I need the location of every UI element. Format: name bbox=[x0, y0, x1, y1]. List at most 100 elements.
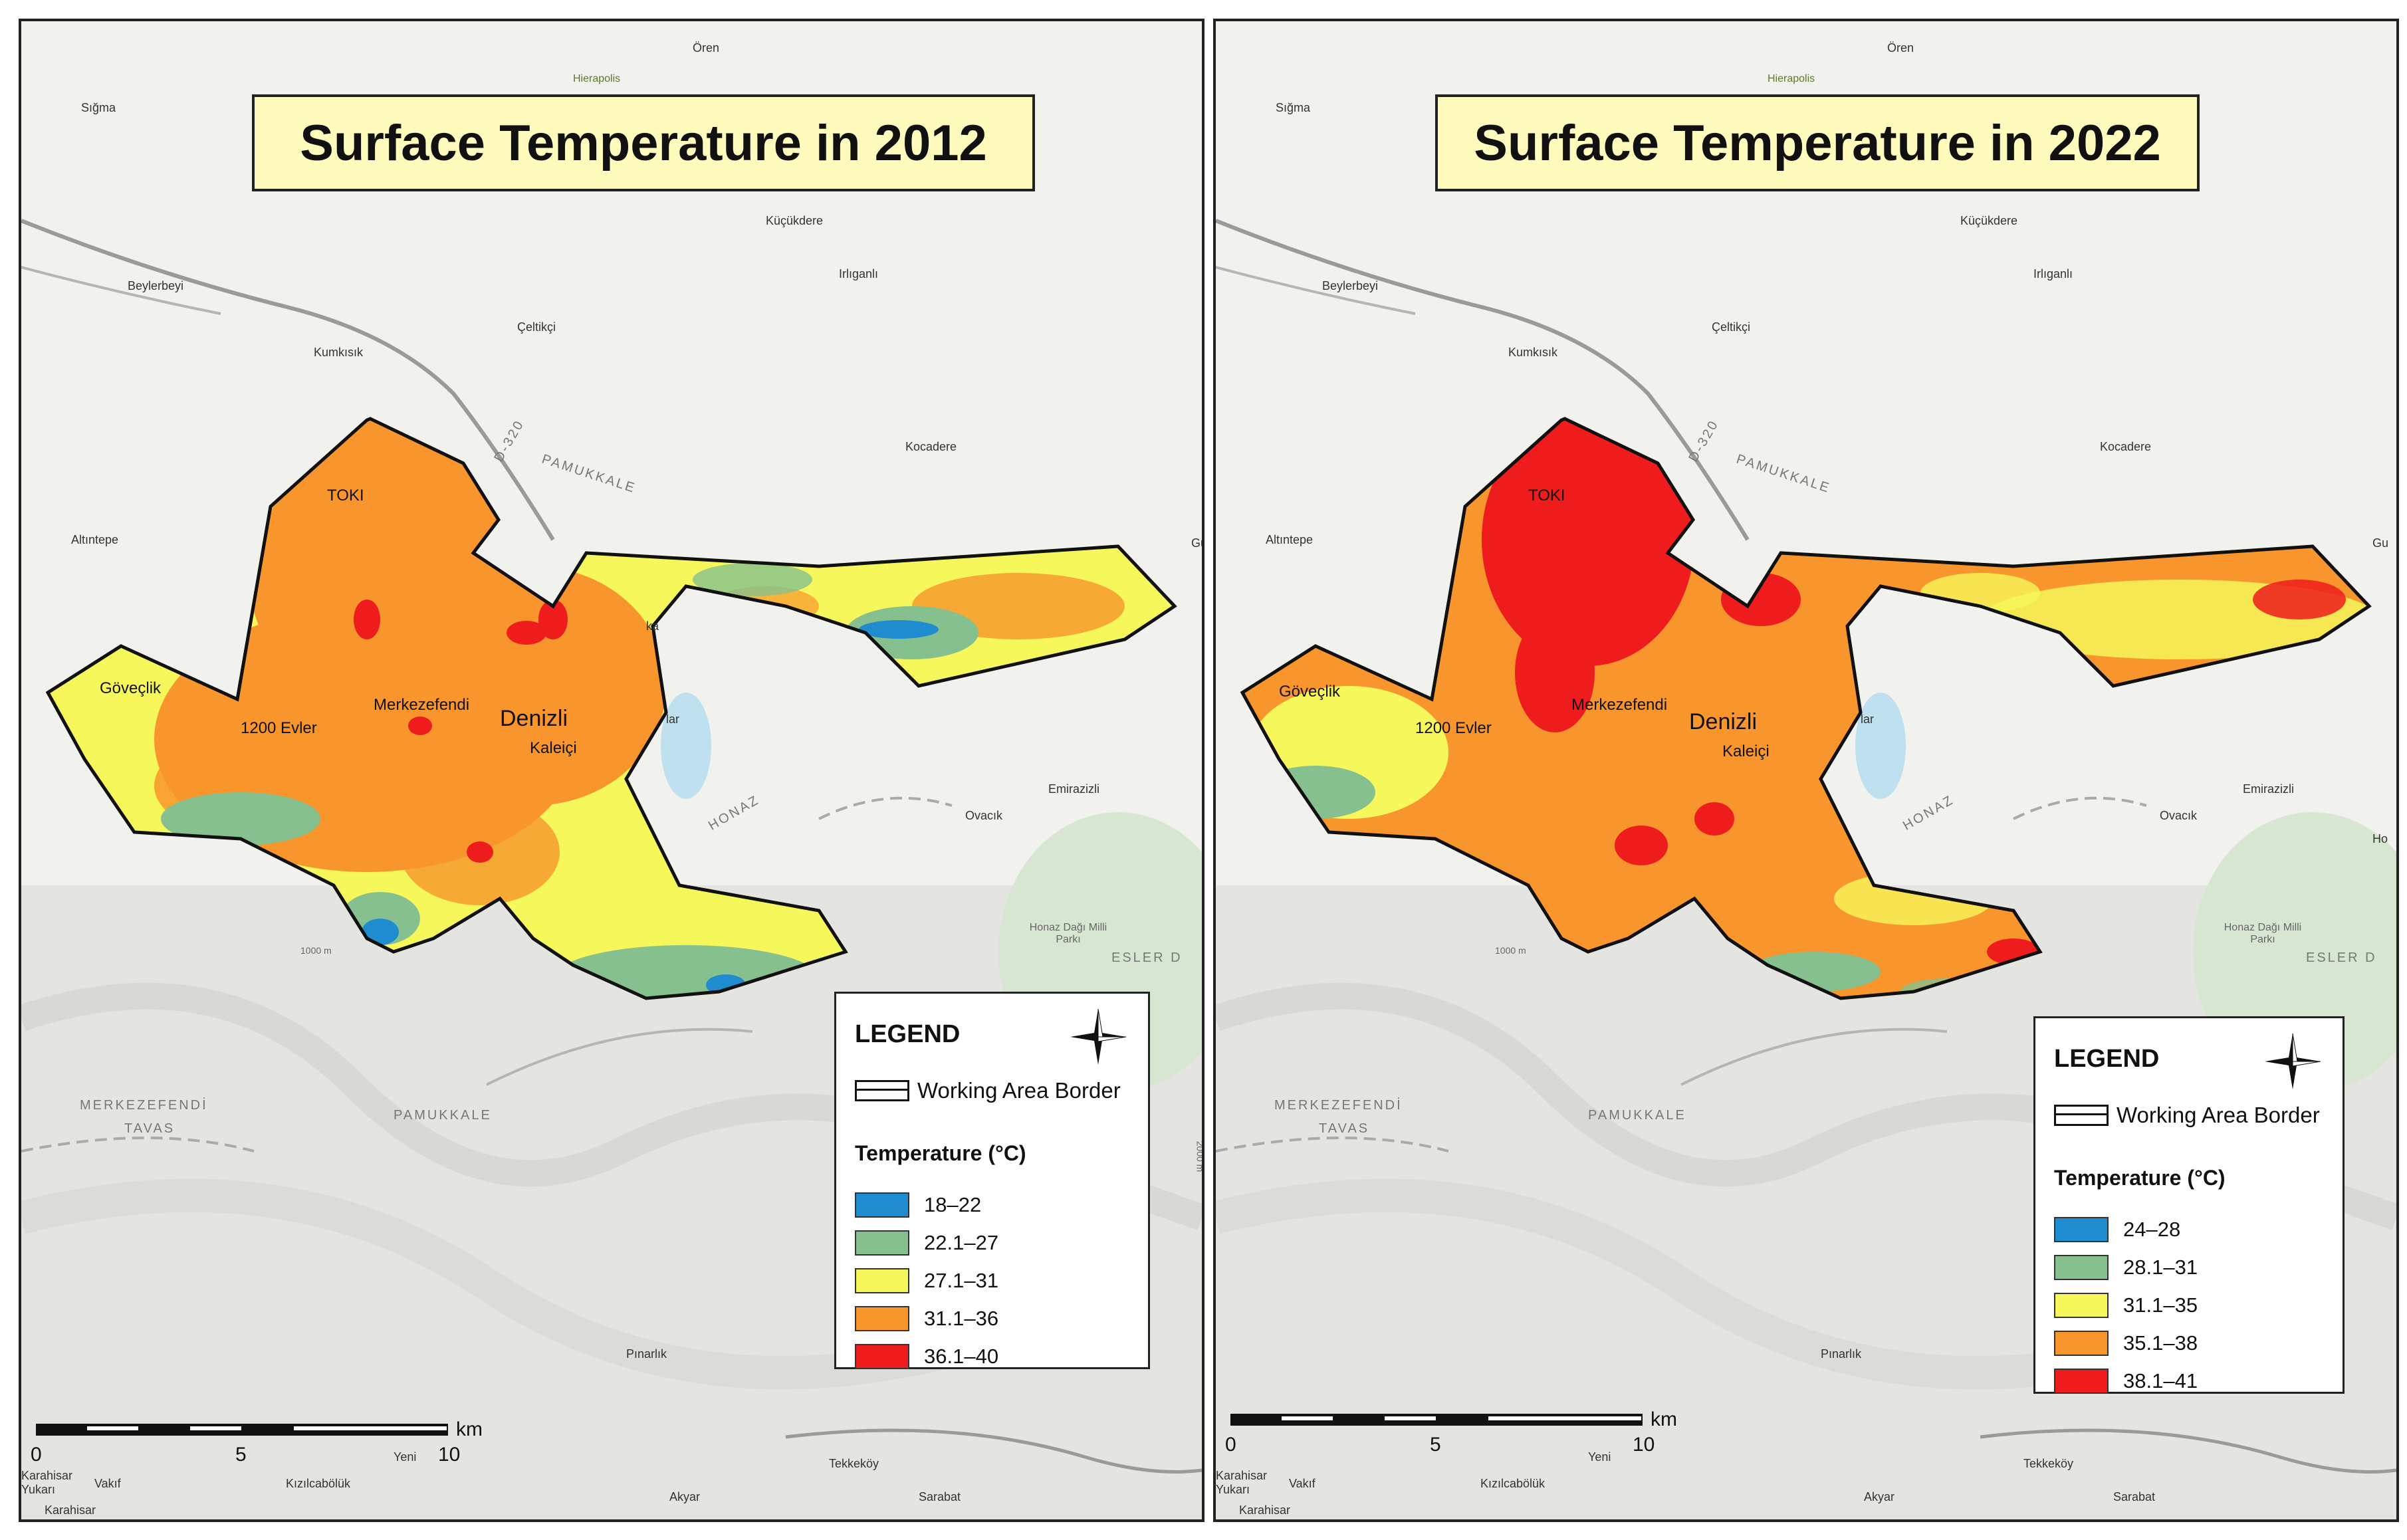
label-govecik: Göveçlik bbox=[100, 679, 162, 697]
place-kumkisik: Kumkısık bbox=[1508, 346, 1558, 359]
place-karahisar-yukari: Karahisar Yukarı bbox=[1216, 1469, 1268, 1496]
legend-swatch bbox=[855, 1306, 909, 1331]
legend-swatch bbox=[2054, 1331, 2109, 1356]
main-road bbox=[21, 219, 555, 541]
place-sigma: Sığma bbox=[81, 101, 116, 114]
place-kucukdere: Küçükdere bbox=[1960, 214, 2018, 227]
legend-swatch bbox=[855, 1344, 909, 1369]
place-sarabat: Sarabat bbox=[2113, 1490, 2156, 1503]
lake bbox=[1855, 693, 1906, 799]
legend-class-label: 31.1–35 bbox=[2123, 1293, 2198, 1317]
scale-unit: km bbox=[1651, 1408, 1677, 1430]
legend-class-row: 31.1–36 bbox=[855, 1305, 998, 1332]
label-1200-evler: 1200 Evler bbox=[1415, 719, 1492, 737]
legend-class-row: 36.1–40 bbox=[855, 1343, 998, 1370]
place-ho: Ho bbox=[2372, 832, 2388, 845]
place-pinarlik: Pınarlık bbox=[1821, 1347, 1862, 1361]
place-akyar: Akyar bbox=[1864, 1490, 1895, 1503]
place-hierapolis: Hierapolis bbox=[1768, 73, 1815, 84]
elevation-2000: 2000 m bbox=[1195, 1141, 1204, 1172]
place-celtikci: Çeltikçi bbox=[1712, 320, 1751, 334]
legend-class-row: 27.1–31 bbox=[855, 1267, 998, 1294]
legend-class-row: 18–22 bbox=[855, 1192, 981, 1218]
legend-border-label: Working Area Border bbox=[917, 1078, 1121, 1103]
place-vakif: Vakıf bbox=[1289, 1477, 1316, 1490]
legend-temperature-title: Temperature (°C) bbox=[2054, 1166, 2226, 1190]
label-kaleici: Kaleiçi bbox=[1722, 742, 1770, 760]
place-karahisar: Karahisar bbox=[1239, 1503, 1291, 1517]
label-lar: lar bbox=[666, 713, 680, 726]
map-canvas bbox=[21, 219, 1202, 1519]
place-altintepe: Altıntepe bbox=[71, 533, 119, 546]
place-celtikci: Çeltikçi bbox=[517, 320, 556, 334]
legend-swatch bbox=[855, 1268, 909, 1293]
label-ka: ka bbox=[646, 619, 659, 633]
place-hierapolis: Hierapolis bbox=[573, 73, 621, 84]
label-1200-evler: 1200 Evler bbox=[241, 719, 317, 737]
map-title: Surface Temperature in 2022 bbox=[1435, 94, 2200, 191]
legend-title: LEGEND bbox=[855, 1020, 961, 1048]
legend-swatch bbox=[855, 1230, 909, 1256]
legend-class-row: 22.1–27 bbox=[855, 1230, 998, 1256]
place-kizilcaboluk: Kızılcabölük bbox=[286, 1477, 351, 1490]
place-oren: Ören bbox=[693, 41, 720, 55]
place-honaz-park: Honaz Dağı Milli Parkı bbox=[1029, 922, 1107, 945]
place-beylerbeyi: Beylerbeyi bbox=[128, 279, 184, 292]
map-panel-2012: Surface Temperature in 2012 Ören Hierapo… bbox=[19, 19, 1204, 1522]
map-legend: LEGEND Working Area Border Temperature (… bbox=[834, 992, 1150, 1369]
legend-swatch bbox=[2054, 1293, 2109, 1318]
map-panel-2022: Surface Temperature in 2022 Ören Hierapo… bbox=[1213, 19, 2399, 1522]
north-arrow-icon bbox=[2265, 1033, 2321, 1089]
scale-tick-10: 10 bbox=[1633, 1434, 1655, 1456]
district-esler: ESLER D bbox=[1111, 950, 1183, 965]
map-canvas bbox=[1216, 219, 2396, 1519]
place-oren: Ören bbox=[1887, 41, 1914, 55]
place-vakif: Vakıf bbox=[94, 1477, 121, 1490]
place-sigma: Sığma bbox=[1276, 101, 1311, 114]
place-irliganli: Irlıganlı bbox=[839, 267, 879, 280]
label-lar: lar bbox=[1861, 713, 1875, 726]
legend-class-row: 24–28 bbox=[2054, 1216, 2180, 1243]
legend-swatch bbox=[2054, 1217, 2109, 1242]
scale-tick-0: 0 bbox=[1225, 1434, 1236, 1456]
place-kocadere: Kocadere bbox=[2100, 440, 2152, 453]
border-symbol bbox=[2054, 1105, 2109, 1126]
legend-class-row: 31.1–35 bbox=[2054, 1292, 2198, 1319]
map-legend: LEGEND Working Area Border Temperature (… bbox=[2033, 1016, 2345, 1394]
district-pamukkale-south: PAMUKKALE bbox=[1588, 1108, 1686, 1123]
legend-swatch bbox=[2054, 1255, 2109, 1280]
place-tekkekoy: Tekkeköy bbox=[2023, 1457, 2074, 1470]
label-toki: TOKI bbox=[1528, 487, 1565, 504]
place-karahisar: Karahisar bbox=[45, 1503, 96, 1517]
place-yeni: Yeni bbox=[1588, 1450, 1611, 1464]
place-pinarlik: Pınarlık bbox=[626, 1347, 667, 1361]
district-pamukkale-south: PAMUKKALE bbox=[394, 1108, 492, 1123]
place-emirazizli: Emirazizli bbox=[2243, 782, 2295, 796]
legend-class-label: 27.1–31 bbox=[924, 1269, 999, 1292]
scale-tick-5: 5 bbox=[1430, 1434, 1441, 1456]
label-denizli: Denizli bbox=[1689, 709, 1758, 734]
main-road bbox=[1216, 219, 1750, 541]
lake bbox=[661, 693, 711, 799]
place-gu: Gu bbox=[2372, 536, 2389, 550]
legend-temperature-title: Temperature (°C) bbox=[855, 1141, 1026, 1165]
place-sarabat: Sarabat bbox=[919, 1490, 961, 1503]
scale-tick-10: 10 bbox=[438, 1444, 461, 1466]
legend-class-row: 35.1–38 bbox=[2054, 1330, 2198, 1357]
legend-class-label: 22.1–27 bbox=[924, 1231, 999, 1254]
label-toki: TOKI bbox=[327, 487, 364, 504]
label-merkezefendi: Merkezefendi bbox=[374, 696, 470, 714]
place-tekkekoy: Tekkeköy bbox=[829, 1457, 879, 1470]
label-govecik: Göveçlik bbox=[1279, 683, 1341, 701]
place-kizilcaboluk: Kızılcabölük bbox=[1480, 1477, 1546, 1490]
district-merkezefendi: MERKEZEFENDİ bbox=[1274, 1098, 1403, 1113]
scale-tick-5: 5 bbox=[235, 1444, 247, 1466]
legend-class-label: 18–22 bbox=[924, 1193, 982, 1216]
legend-class-label: 38.1–41 bbox=[2123, 1369, 2198, 1392]
scale-unit: km bbox=[456, 1418, 483, 1440]
label-kaleici: Kaleiçi bbox=[530, 739, 577, 757]
label-merkezefendi: Merkezefendi bbox=[1571, 696, 1668, 714]
place-gu: Gu bbox=[1191, 536, 1202, 550]
place-kucukdere: Küçükdere bbox=[766, 214, 824, 227]
elevation-1000: 1000 m bbox=[300, 945, 332, 956]
